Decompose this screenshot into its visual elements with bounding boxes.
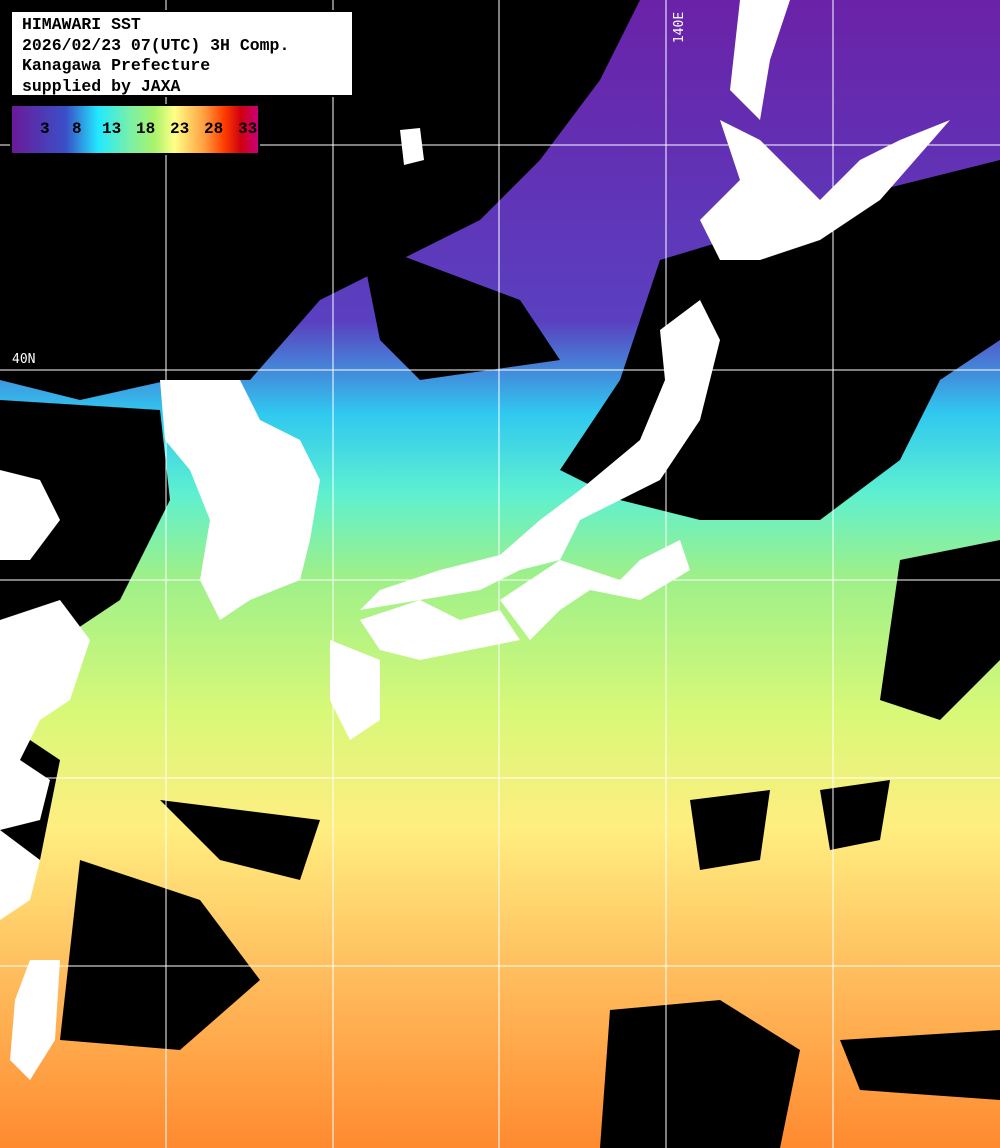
scale-tick: 18	[136, 120, 156, 138]
organization: Kanagawa Prefecture	[22, 56, 211, 75]
title: HIMAWARI SST	[22, 15, 141, 34]
timestamp: 2026/02/23 07(UTC) 3H Comp.	[22, 35, 290, 55]
color-scale-bar: 3 8 13 18 23 28 33	[10, 104, 260, 155]
land	[0, 0, 950, 1080]
hokkaido	[700, 120, 950, 260]
scale-tick: 33	[238, 120, 258, 138]
credit: supplied by JAXA	[22, 76, 181, 96]
sakhalin	[730, 0, 790, 120]
shikoku-area	[360, 600, 520, 660]
kyushu	[330, 640, 380, 740]
china-coast	[0, 470, 60, 560]
taiwan	[10, 960, 60, 1080]
info-box: HIMAWARI SST 2026/02/23 07(UTC) 3H Comp.…	[10, 10, 354, 97]
scale-tick: 28	[204, 120, 224, 138]
korean-peninsula	[160, 380, 320, 620]
lon-label-140e: 140E	[672, 11, 688, 44]
china-east-coast	[0, 600, 90, 830]
scale-tick: 23	[170, 120, 190, 138]
island	[400, 128, 424, 165]
kanto-kinki	[500, 540, 690, 640]
honshu	[360, 300, 720, 610]
scale-tick: 8	[72, 120, 82, 138]
scale-tick: 3	[40, 120, 50, 138]
lat-label-40n: 40N	[12, 352, 36, 367]
scale-tick: 13	[102, 120, 122, 138]
